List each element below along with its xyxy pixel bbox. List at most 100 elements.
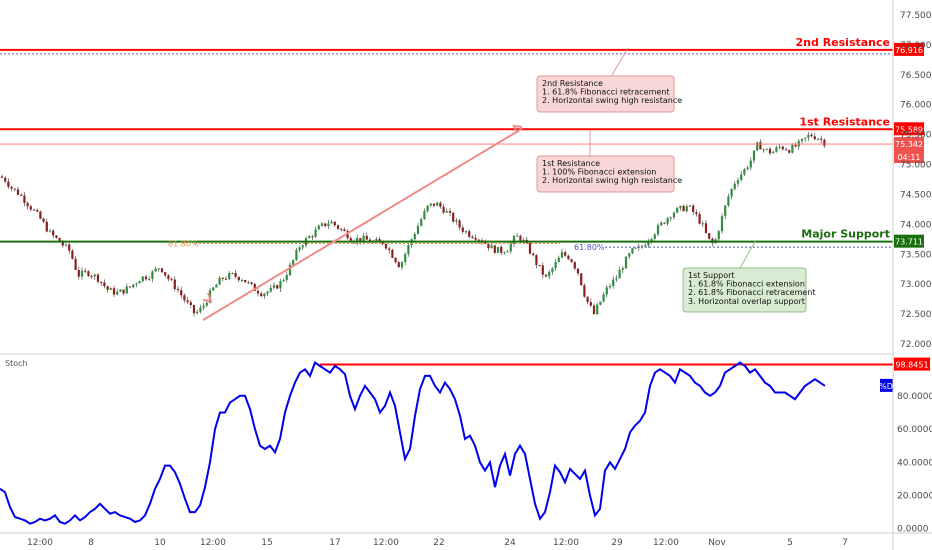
candle-body (359, 238, 362, 242)
candle-body (279, 281, 282, 289)
stoch-level-text: 98.8451 (895, 361, 928, 370)
candle-body (823, 139, 826, 146)
candle-body (250, 282, 253, 284)
candle-body (391, 249, 394, 258)
level-price-badge (894, 122, 924, 136)
candle-body (682, 205, 685, 212)
candle-body (116, 291, 119, 295)
candle-body (266, 291, 269, 294)
candle-body (170, 279, 173, 281)
stoch-series-name: %D (879, 382, 893, 391)
candle-body (32, 209, 36, 211)
candle-body (276, 285, 279, 289)
candle-body (778, 146, 781, 148)
candle-body (548, 271, 551, 277)
candle-body (394, 257, 397, 263)
candle-body (685, 206, 688, 212)
candle-body (701, 223, 704, 225)
level-price-text: 73.711 (895, 238, 923, 247)
candle-body (580, 273, 583, 286)
stoch-tick-label: 60.0000 (897, 425, 932, 435)
candle-body (167, 275, 170, 280)
candle-body (669, 217, 672, 219)
fib-618-label-left: 61.80% (168, 240, 199, 249)
candle-body (464, 231, 468, 233)
candle-body (106, 286, 109, 290)
candle-body (327, 223, 330, 227)
candle-body (125, 286, 128, 294)
candle-body (528, 243, 532, 254)
candle-body (4, 177, 7, 182)
time-tick-label: 17 (329, 538, 340, 548)
candle-body (71, 250, 74, 259)
candle-body (36, 209, 39, 212)
candle-body (628, 253, 631, 257)
candle-body (103, 282, 106, 287)
candle-body (720, 216, 724, 232)
candle-body (448, 211, 452, 213)
candle-body (93, 274, 96, 277)
candle-body (333, 221, 336, 226)
stoch-d-line (0, 361, 826, 525)
stoch-title: Stoch (5, 359, 28, 368)
stoch-lines: 98.8451 %D (0, 357, 930, 525)
note-1st-resistance-line: 1st Resistance (542, 159, 600, 168)
candle-body (458, 220, 461, 228)
candle-body (90, 275, 93, 277)
candle-body (541, 265, 544, 275)
candle-body (189, 302, 192, 306)
price-tick-label: 77.500 (900, 11, 932, 21)
note-2nd-resistance-line: 1. 61.8% Fibonacci retracement (542, 88, 670, 97)
candle-body (151, 271, 154, 279)
candle-body (397, 262, 400, 268)
candle-body (384, 244, 388, 249)
time-tick-label: 10 (154, 538, 166, 548)
candle-body (618, 270, 621, 279)
time-tick-label: 29 (611, 538, 623, 548)
candle-body (144, 276, 148, 280)
candle-body (512, 236, 516, 244)
candle-body (68, 244, 71, 251)
candle-body (653, 234, 656, 239)
candle-body (717, 231, 720, 240)
candle-body (509, 243, 512, 252)
candle-body (724, 205, 727, 217)
candle-body (496, 246, 500, 253)
candle-body (13, 188, 16, 190)
candle-body (263, 293, 266, 297)
candle-body (429, 203, 432, 206)
candle-body (317, 225, 320, 230)
candle-body (308, 236, 311, 239)
candle-body (45, 221, 48, 232)
time-tick-label: Nov (708, 538, 726, 548)
time-tick-label: 12:00 (373, 538, 399, 548)
candle-body (461, 227, 464, 232)
candle-body (708, 233, 711, 239)
candle-body (775, 147, 778, 152)
candle-body (64, 244, 68, 246)
candle-body (119, 289, 122, 292)
candle-body (269, 287, 272, 292)
candle-body (199, 307, 202, 312)
candle-body (87, 271, 90, 276)
price-tick-label: 73.500 (900, 250, 932, 260)
note-callout-line (739, 239, 757, 269)
candle-body (356, 238, 359, 243)
candle-body (176, 289, 180, 291)
level-label: 2nd Resistance (796, 36, 890, 49)
candle-body (804, 137, 807, 139)
candle-body (292, 259, 295, 265)
candle-body (583, 285, 586, 297)
candle-body (608, 285, 612, 288)
note-1st-resistance-line: 2. Horizontal swing high resistance (542, 176, 682, 185)
candle-body (644, 245, 647, 247)
candle-body (596, 304, 599, 315)
candle-body (672, 212, 676, 218)
price-tick-label: 75.500 (900, 131, 932, 141)
note-2nd-resistance-box (536, 75, 675, 113)
candle-body (746, 167, 749, 170)
candle-body (535, 255, 538, 266)
price-tick-label: 75.000 (900, 161, 932, 171)
candle-body (455, 220, 458, 222)
